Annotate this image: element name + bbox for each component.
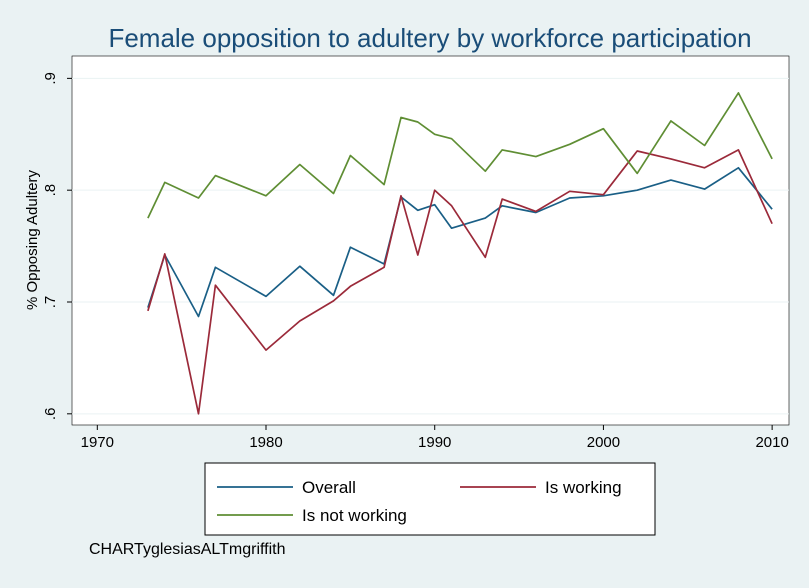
- x-tick-label: 1980: [249, 434, 282, 451]
- chart-note: CHARTyglesiasALTmgriffith: [89, 541, 286, 558]
- series-line-is-not-working: [147, 92, 773, 219]
- axes: .6 .7 .8 .9 1970 1980 1990 2000 2010: [42, 72, 789, 451]
- series-line-is-working: [147, 149, 773, 415]
- y-axis-label: % Opposing Adultery: [24, 169, 41, 310]
- legend-label: Overall: [302, 478, 356, 497]
- legend-label: Is not working: [302, 506, 407, 525]
- x-tick-label: 2010: [755, 434, 788, 451]
- y-tick-label: .9: [42, 72, 59, 85]
- legend-box: [204, 462, 656, 536]
- legend-label: Is working: [545, 478, 622, 497]
- y-tick-label: .7: [42, 296, 59, 309]
- series-line-overall: [147, 166, 773, 318]
- x-tick-label: 1970: [81, 434, 114, 451]
- y-tick-label: .6: [42, 408, 59, 421]
- plot-area: [71, 55, 790, 426]
- x-tick-label: 2000: [587, 434, 620, 451]
- chart-title: Female opposition to adultery by workfor…: [108, 23, 751, 53]
- x-tick-label: 1990: [418, 434, 451, 451]
- legend: Overall Is working Is not working: [217, 478, 622, 525]
- y-tick-label: .8: [42, 184, 59, 197]
- series-lines: [147, 92, 773, 415]
